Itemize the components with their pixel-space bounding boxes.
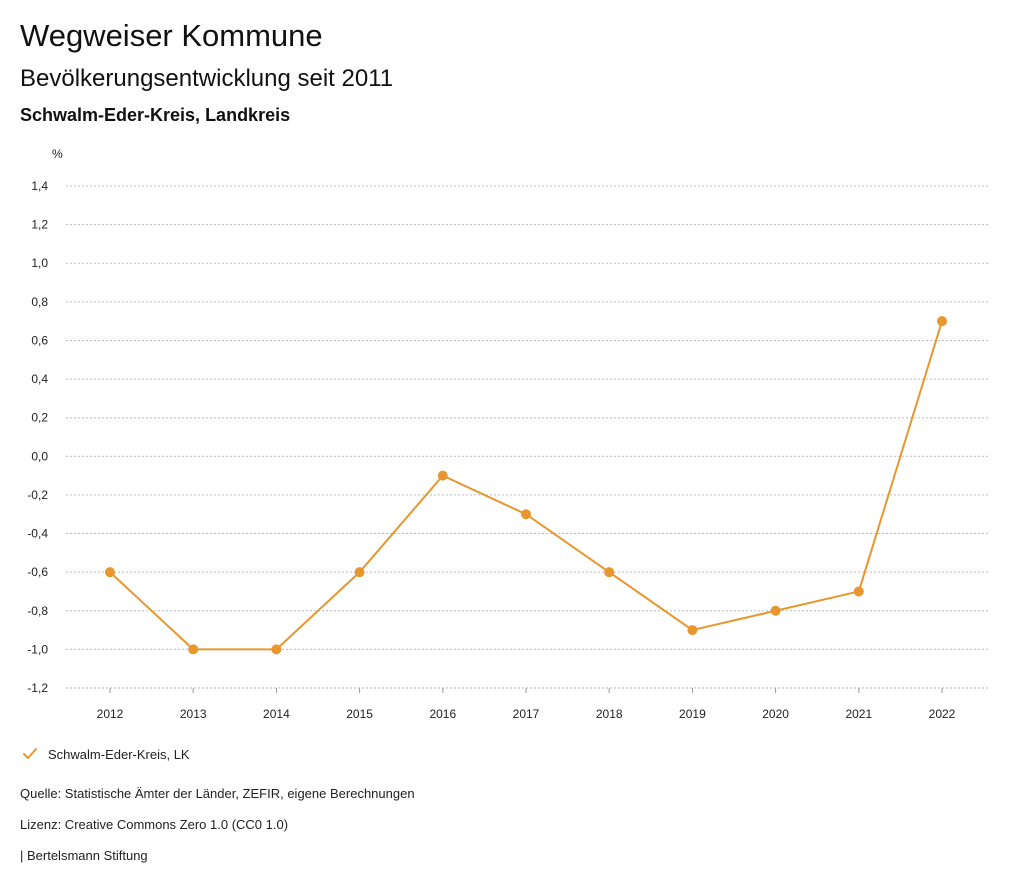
x-tick-label: 2018 xyxy=(596,707,623,721)
y-tick-label: 0,2 xyxy=(31,411,48,425)
data-point[interactable] xyxy=(604,567,615,578)
x-tick-label: 2022 xyxy=(929,707,956,721)
x-tick-label: 2013 xyxy=(180,707,207,721)
y-tick-label: -0,4 xyxy=(27,527,48,541)
x-tick-label: 2012 xyxy=(97,707,124,721)
y-tick-label: 1,4 xyxy=(31,179,48,193)
y-tick-label: 0,6 xyxy=(31,333,48,347)
x-tick-label: 2020 xyxy=(762,707,789,721)
y-tick-label: 1,0 xyxy=(31,256,48,270)
data-point[interactable] xyxy=(687,625,698,636)
region-name: Schwalm-Eder-Kreis, Landkreis xyxy=(20,105,291,125)
checkmark-icon xyxy=(23,748,37,759)
x-tick-label: 2021 xyxy=(845,707,872,721)
data-point[interactable] xyxy=(437,470,448,481)
y-tick-label: 1,2 xyxy=(31,218,48,232)
y-axis-unit-label: % xyxy=(52,147,63,161)
data-point[interactable] xyxy=(770,605,781,616)
x-tick-label: 2017 xyxy=(513,707,540,721)
y-tick-label: -1,2 xyxy=(27,681,48,695)
license-note: Lizenz: Creative Commons Zero 1.0 (CC0 1… xyxy=(20,817,289,832)
data-point[interactable] xyxy=(271,644,282,655)
y-tick-label: -0,2 xyxy=(27,488,48,502)
gridlines xyxy=(66,185,990,689)
x-tick-label: 2016 xyxy=(429,707,456,721)
x-tick-label: 2019 xyxy=(679,707,706,721)
data-point[interactable] xyxy=(521,509,531,520)
series-line xyxy=(109,320,943,651)
y-tick-label: 0,8 xyxy=(31,295,48,309)
data-point[interactable] xyxy=(937,316,947,327)
data-point[interactable] xyxy=(188,644,199,655)
chart-subtitle: Bevölkerungsentwicklung seit 2011 xyxy=(20,65,394,92)
y-tick-label: -0,6 xyxy=(27,565,48,579)
y-axis-ticks: 1,4 1,2 1,0 0,8 0,6 0,4 0,2 0,0 -0,2 -0,4 -0,6 -0,8… xyxy=(27,179,48,695)
source-note: Quelle: Statistische Ämter der Länder, Z… xyxy=(20,786,415,801)
series-layer xyxy=(105,316,947,655)
data-point[interactable] xyxy=(105,567,115,578)
legend-label: Schwalm-Eder-Kreis, LK xyxy=(48,746,190,762)
y-tick-label: 0,0 xyxy=(31,449,48,463)
y-tick-label: -0,8 xyxy=(27,604,48,618)
x-tick-label: 2014 xyxy=(263,707,290,721)
y-tick-label: -1,0 xyxy=(27,642,48,656)
y-tick-label: 0,4 xyxy=(31,372,48,386)
publisher-note: | Bertelsmann Stiftung xyxy=(20,848,148,863)
page-title: Wegweiser Kommune xyxy=(20,18,323,53)
x-tick-label: 2015 xyxy=(346,707,373,721)
data-point[interactable] xyxy=(354,567,365,578)
line-chart: % 1,4 1,2 1,0 0,8 0,6 0,4 0,2 0,0 -0,2 -0,4 -0,6 -0… xyxy=(27,147,990,721)
x-axis-ticks: 2012 2013 2014 2015 2016 2017 2018 2019 2020 2021… xyxy=(97,688,956,721)
legend-item-schwalm-eder-kreis[interactable]: Schwalm-Eder-Kreis, LK xyxy=(22,743,190,765)
data-point[interactable] xyxy=(853,586,864,597)
